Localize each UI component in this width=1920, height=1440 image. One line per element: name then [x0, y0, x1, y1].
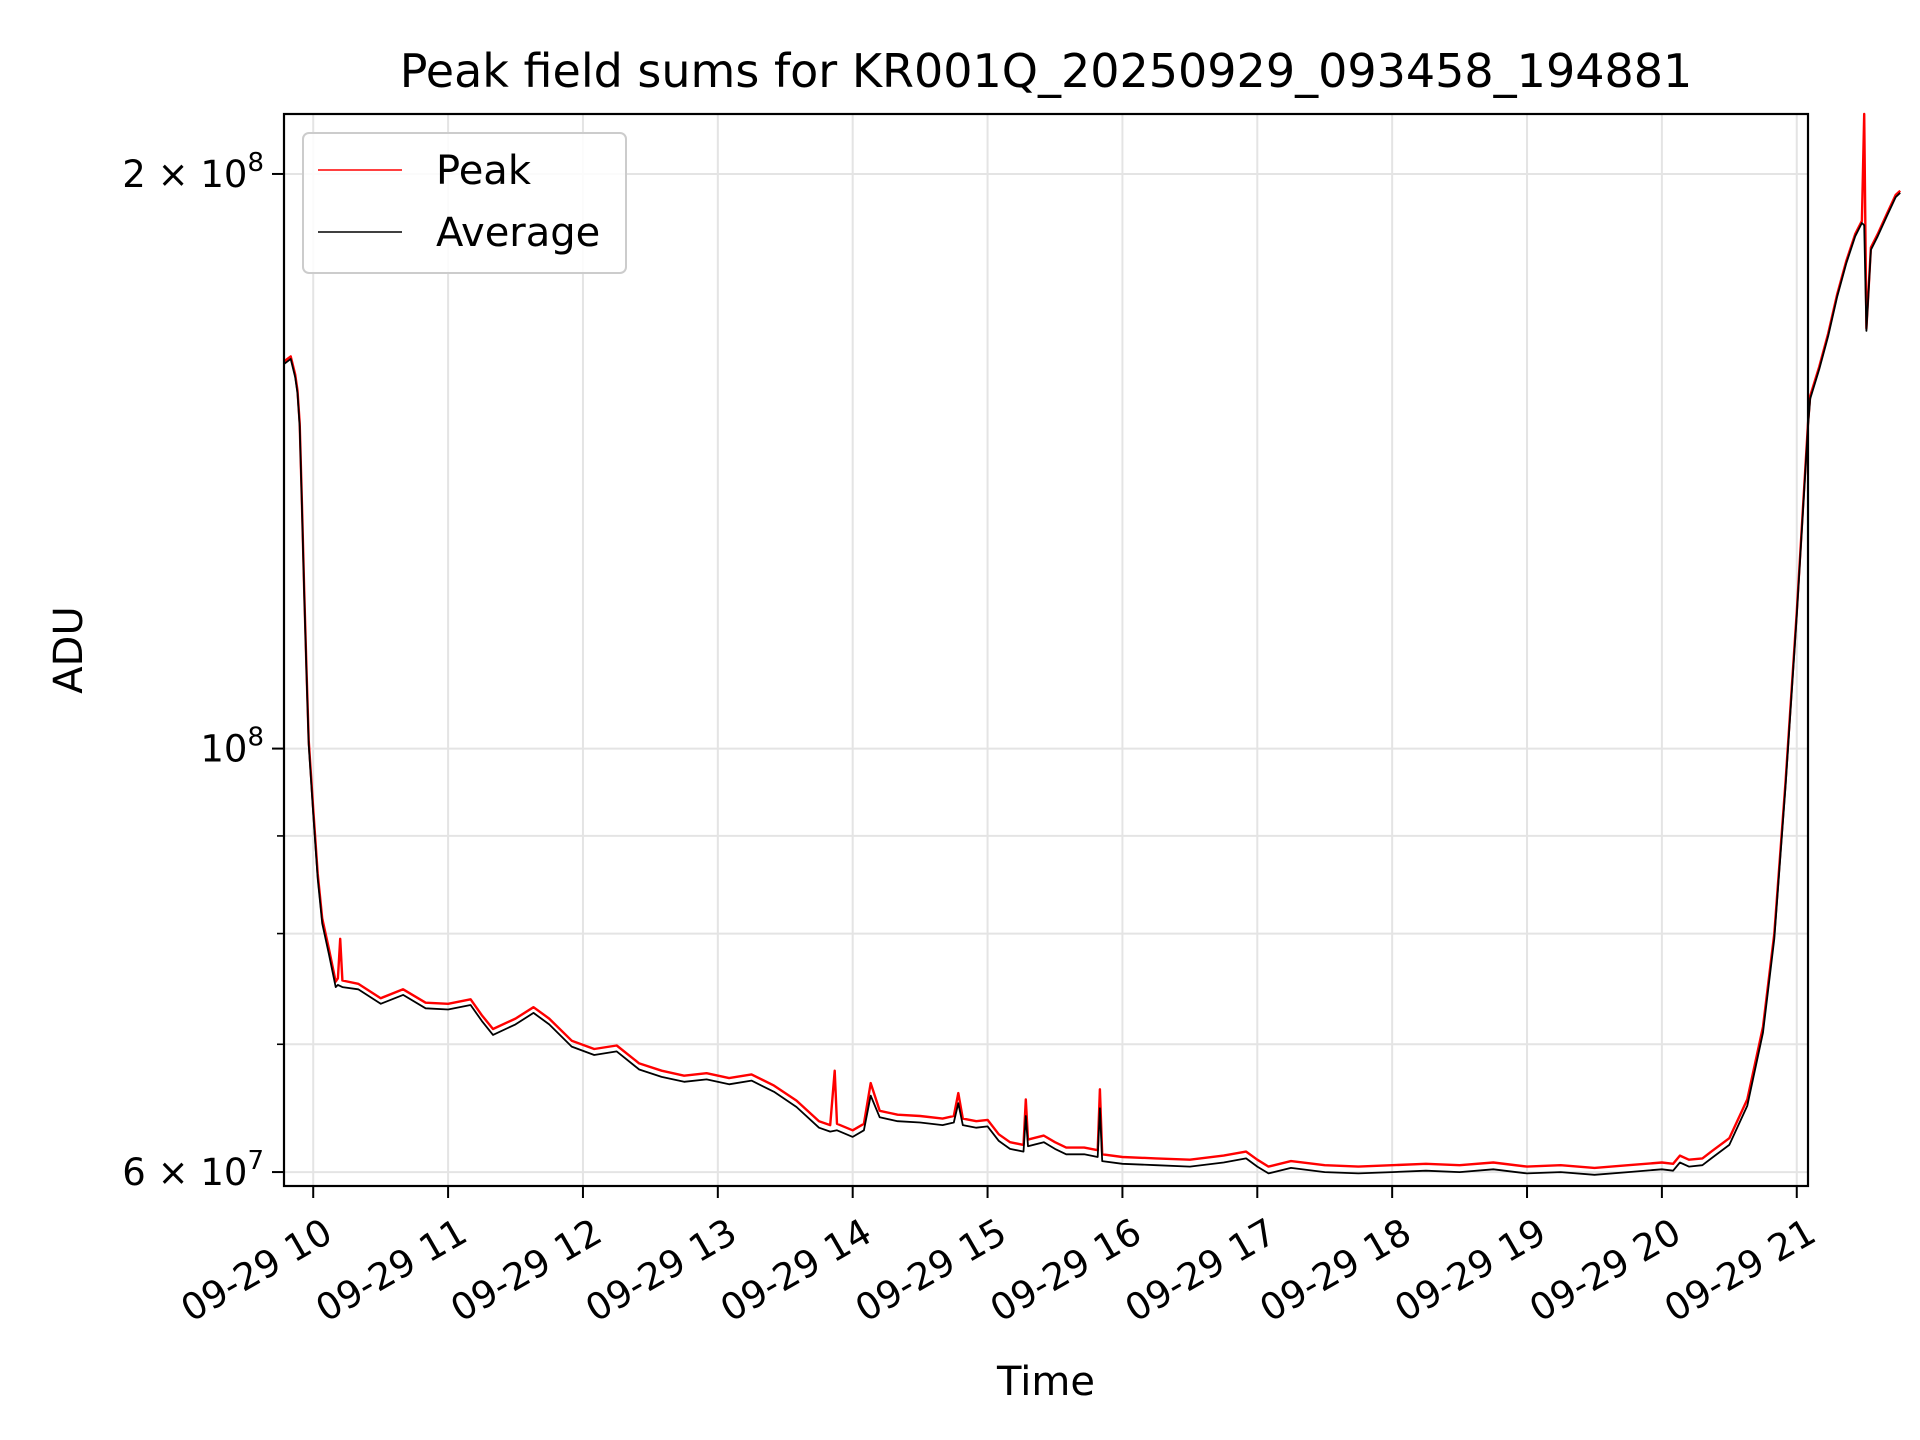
chart-title: Peak field sums for KR001Q_20250929_0934…	[400, 44, 1693, 98]
y-tick-label: 6 × 107	[122, 1146, 264, 1194]
legend-box	[302, 132, 627, 274]
legend: Peak Average	[302, 132, 627, 274]
legend-label-peak: Peak	[436, 148, 532, 194]
series-line-peak	[283, 112, 1902, 1170]
y-axis: 6 × 107 108 2 × 108	[122, 148, 284, 1194]
legend-label-average: Average	[436, 210, 600, 256]
plot-frame	[282, 112, 1810, 1188]
x-axis-label: Time	[996, 1359, 1095, 1405]
y-axis-label: ADU	[46, 606, 92, 693]
series-line-average	[283, 192, 1901, 1176]
grid	[284, 114, 1808, 1186]
y-tick-label: 108	[200, 723, 264, 771]
series-lines	[283, 112, 1902, 1176]
y-tick-label: 2 × 108	[122, 148, 264, 196]
